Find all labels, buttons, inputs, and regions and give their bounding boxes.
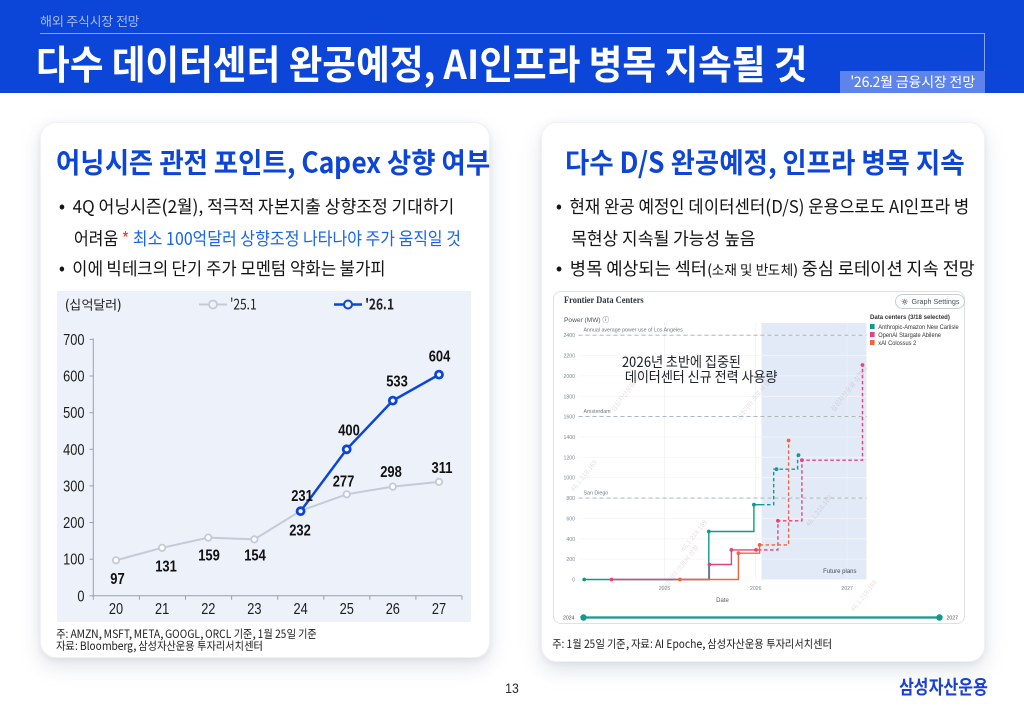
- svg-text:2026: 2026: [750, 586, 762, 592]
- svg-text:25: 25: [340, 601, 354, 619]
- svg-text:1600: 1600: [563, 415, 575, 421]
- svg-text:604: 604: [429, 349, 451, 367]
- svg-text:200: 200: [566, 557, 575, 563]
- svg-text:2000: 2000: [563, 374, 575, 380]
- svg-text:'26.1: '26.1: [365, 292, 394, 314]
- svg-text:21: 21: [155, 601, 169, 619]
- svg-text:231: 231: [291, 488, 313, 506]
- svg-text:800: 800: [566, 496, 575, 502]
- svg-text:27: 27: [432, 601, 446, 619]
- svg-text:Date: Date: [716, 598, 729, 604]
- svg-text:200: 200: [63, 515, 84, 533]
- svg-text:600: 600: [63, 368, 84, 386]
- svg-text:Amsterdam: Amsterdam: [584, 409, 612, 415]
- svg-text:298: 298: [380, 464, 402, 482]
- svg-text:26: 26: [386, 601, 400, 619]
- svg-text:300: 300: [63, 478, 84, 496]
- svg-text:533: 533: [386, 374, 408, 392]
- svg-text:159: 159: [198, 548, 220, 566]
- svg-text:Annual average power use of Lo: Annual average power use of Los Angeles: [584, 328, 684, 334]
- svg-text:277: 277: [333, 474, 355, 492]
- svg-text:1000: 1000: [563, 476, 575, 482]
- svg-text:2400: 2400: [563, 333, 575, 339]
- svg-text:24: 24: [293, 601, 307, 619]
- svg-text:97: 97: [110, 571, 124, 589]
- svg-text:20: 20: [109, 601, 123, 619]
- svg-text:400: 400: [338, 423, 360, 441]
- svg-text:1800: 1800: [563, 394, 575, 400]
- svg-text:0: 0: [572, 578, 575, 584]
- svg-text:1400: 1400: [563, 435, 575, 441]
- svg-text:Future plans: Future plans: [823, 569, 856, 575]
- svg-text:311: 311: [432, 460, 453, 478]
- svg-text:600: 600: [566, 516, 575, 522]
- svg-text:700: 700: [63, 332, 84, 350]
- svg-text:232: 232: [289, 523, 311, 541]
- svg-text:500: 500: [63, 405, 84, 423]
- svg-text:2027: 2027: [947, 616, 959, 622]
- svg-text:400: 400: [566, 537, 575, 543]
- svg-text:0: 0: [77, 588, 84, 606]
- svg-text:2025: 2025: [659, 586, 671, 592]
- svg-text:23: 23: [247, 601, 261, 619]
- svg-text:100: 100: [63, 551, 84, 569]
- svg-text:131: 131: [155, 559, 177, 577]
- svg-text:San Diego: San Diego: [584, 491, 609, 497]
- svg-text:22: 22: [201, 601, 215, 619]
- svg-text:400: 400: [63, 442, 84, 460]
- svg-text:(십억달러): (십억달러): [65, 295, 122, 314]
- svg-text:2024: 2024: [563, 616, 575, 622]
- svg-text:1200: 1200: [563, 455, 575, 461]
- svg-text:2027: 2027: [841, 586, 853, 592]
- svg-text:154: 154: [244, 548, 266, 566]
- svg-text:'25.1: '25.1: [230, 292, 257, 314]
- svg-text:46.1.218.188: 46.1.218.188: [848, 577, 879, 613]
- svg-text:2200: 2200: [563, 354, 575, 360]
